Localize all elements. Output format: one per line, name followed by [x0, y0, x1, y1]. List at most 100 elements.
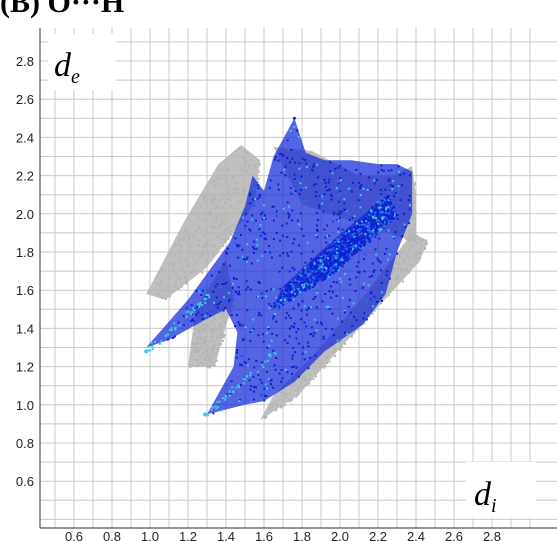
highlighted-area-point	[265, 370, 268, 373]
full-fingerprint-area-point	[198, 342, 201, 345]
highlighted-area-point	[245, 288, 248, 291]
highlighted-area-point	[345, 255, 348, 258]
highlighted-area-point	[352, 239, 355, 242]
full-fingerprint-area-point	[237, 201, 240, 204]
highlighted-area-point	[328, 260, 331, 263]
highlighted-area-point	[391, 211, 394, 214]
full-fingerprint-area-point	[198, 217, 200, 220]
highlighted-area-point	[334, 168, 337, 171]
highlighted-area-point	[331, 243, 334, 246]
full-fingerprint-area-point	[208, 325, 211, 328]
full-fingerprint-area-point	[200, 337, 203, 340]
highlighted-area-point	[391, 185, 394, 188]
highlighted-area-point	[367, 234, 370, 237]
highlighted-area-point	[387, 195, 390, 198]
highlighted-area-point	[305, 325, 308, 328]
highlighted-area-point	[350, 251, 353, 253]
highlighted-area-point	[252, 398, 255, 401]
highlighted-area-point	[338, 339, 341, 342]
highlighted-area-point	[305, 162, 308, 165]
highlighted-area-point	[348, 230, 351, 233]
highlighted-area-point	[398, 188, 401, 191]
highlighted-area-point	[370, 216, 373, 219]
highlighted-area-point	[330, 198, 333, 201]
highlighted-area-point	[375, 224, 378, 226]
highlighted-area-point	[345, 247, 348, 250]
highlighted-area-point	[259, 234, 262, 237]
highlighted-area-point	[253, 386, 256, 389]
sharp-tip	[203, 412, 208, 417]
highlighted-area-point	[262, 340, 265, 343]
highlighted-area-point	[229, 393, 232, 396]
highlighted-area-point	[282, 288, 285, 291]
full-fingerprint-area-point	[180, 285, 183, 288]
highlighted-area-point	[375, 178, 378, 181]
highlighted-area-point	[218, 271, 221, 274]
highlighted-area-point	[312, 305, 315, 307]
highlighted-area-point	[350, 190, 353, 193]
full-fingerprint-area-point	[179, 249, 182, 252]
highlighted-area-point	[373, 273, 376, 276]
full-fingerprint-area-point	[320, 362, 323, 365]
highlighted-area-point	[314, 268, 317, 271]
highlighted-area-point	[289, 287, 292, 290]
highlighted-area-point	[275, 357, 278, 359]
highlighted-area-point	[387, 229, 390, 232]
highlighted-area-point	[228, 298, 231, 301]
full-fingerprint-area-point	[208, 359, 210, 361]
full-fingerprint-area-point	[334, 354, 336, 357]
full-fingerprint-area-point	[339, 349, 342, 352]
full-fingerprint-area-point	[196, 359, 199, 362]
full-fingerprint-area-point	[208, 365, 211, 368]
highlighted-area-point	[284, 187, 287, 190]
full-fingerprint-area-point	[209, 356, 212, 359]
highlighted-area-point	[347, 239, 350, 242]
highlighted-area-point	[269, 251, 271, 254]
highlighted-area-point	[300, 293, 302, 295]
highlighted-area-point	[279, 208, 282, 211]
highlighted-area-point	[329, 285, 332, 288]
highlighted-area-point	[388, 215, 391, 218]
highlighted-area-point	[249, 192, 252, 195]
highlighted-area-point	[258, 311, 261, 314]
highlighted-area-point	[345, 250, 348, 253]
full-fingerprint-area-point	[203, 196, 205, 199]
full-fingerprint-area-point	[213, 361, 216, 364]
highlighted-area-point	[304, 287, 307, 290]
full-fingerprint-area-point	[178, 239, 181, 242]
highlighted-area-point	[272, 205, 275, 208]
highlighted-area-point	[315, 280, 318, 283]
full-fingerprint-area-point	[215, 359, 218, 362]
highlighted-area-point	[302, 346, 304, 349]
highlighted-area-point	[254, 330, 257, 333]
full-fingerprint-area-point	[387, 294, 390, 297]
highlighted-area-point	[204, 314, 207, 317]
highlighted-area-point	[314, 259, 317, 262]
full-fingerprint-area-point	[212, 252, 215, 255]
highlighted-area-point	[338, 200, 341, 203]
highlighted-area-point	[282, 207, 285, 210]
y-tick-label: 1.6	[16, 283, 34, 298]
highlighted-area-point	[360, 244, 363, 246]
full-fingerprint-area-point	[214, 183, 217, 186]
full-fingerprint-area-point	[245, 151, 248, 154]
full-fingerprint-area-point	[201, 217, 204, 220]
full-fingerprint-area-point	[388, 289, 391, 291]
highlighted-area-point	[323, 263, 326, 266]
highlighted-area-point	[274, 158, 277, 161]
full-fingerprint-area-point	[178, 237, 181, 240]
y-tick-label: 1.2	[16, 360, 34, 375]
highlighted-area-point	[357, 232, 360, 235]
full-fingerprint-area-point	[346, 336, 349, 339]
full-fingerprint-area-point	[328, 360, 331, 363]
highlighted-area-point	[373, 182, 376, 185]
highlighted-area-point	[260, 361, 263, 364]
highlighted-area-point	[368, 211, 371, 213]
highlighted-area-point	[386, 197, 389, 200]
highlighted-area-point	[198, 305, 201, 308]
highlighted-area-point	[350, 228, 353, 231]
full-fingerprint-area-point	[198, 335, 201, 338]
highlighted-area-point	[264, 232, 266, 235]
highlighted-area-point	[287, 288, 290, 291]
highlighted-area-point	[371, 213, 374, 216]
